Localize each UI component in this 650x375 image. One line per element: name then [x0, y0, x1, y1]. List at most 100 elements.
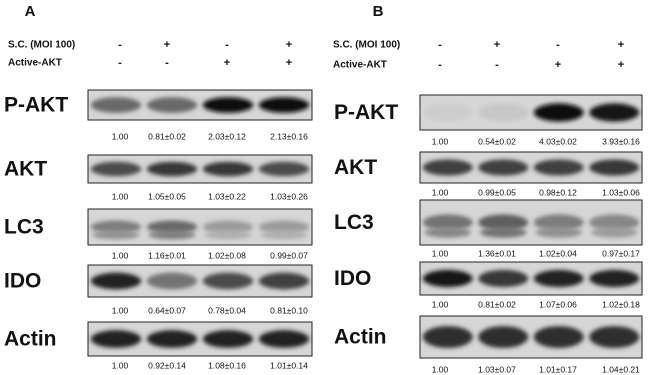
blot-band — [533, 103, 584, 122]
blot-band — [478, 214, 529, 231]
blot-band — [146, 161, 198, 177]
blot-band — [535, 227, 583, 238]
condition-sign: - — [118, 39, 122, 51]
blot-band — [90, 161, 142, 177]
quantification-value: 0.78±0.04 — [208, 305, 246, 315]
blot-band — [90, 97, 142, 113]
blot-band — [589, 159, 640, 176]
quantification-value: 1.05±0.05 — [148, 191, 186, 201]
blot-band — [479, 227, 527, 238]
quantification-value: 0.81±0.02 — [478, 299, 516, 309]
blot-image — [87, 154, 313, 184]
condition-sign: - — [438, 59, 442, 71]
blot-band — [202, 330, 254, 348]
blot-name: P-AKT — [4, 94, 68, 117]
panel-label: A — [25, 3, 36, 20]
blot-band — [202, 220, 254, 234]
blot-band — [422, 159, 473, 176]
blot-band — [478, 269, 529, 288]
blot-band — [202, 161, 254, 177]
blot-name: Actin — [334, 326, 387, 349]
quantification-value: 1.16±0.01 — [148, 250, 186, 260]
blot-band — [478, 103, 529, 122]
blot-band — [146, 220, 198, 234]
blot-band — [533, 269, 584, 288]
quantification-value: 2.03±0.12 — [208, 131, 246, 141]
blot-band — [258, 220, 310, 234]
blot-band — [533, 326, 584, 348]
quantification-value: 1.00 — [432, 136, 449, 146]
quantification-value: 3.93±0.16 — [602, 136, 640, 146]
blot-band — [146, 97, 198, 113]
condition-label: Active-AKT — [8, 58, 62, 69]
quantification-value: 0.99±0.05 — [478, 187, 516, 197]
quantification-value: 4.03±0.02 — [539, 136, 577, 146]
quantification-value: 2.13±0.16 — [270, 131, 308, 141]
condition-sign: - — [118, 57, 122, 69]
blot-band — [478, 326, 529, 348]
condition-sign: - — [495, 59, 499, 71]
quantification-value: 1.00 — [112, 250, 129, 260]
blot-band — [258, 272, 310, 290]
blot-band — [146, 330, 198, 348]
condition-sign: + — [494, 39, 500, 51]
condition-sign: + — [164, 39, 170, 51]
blot-band — [590, 227, 638, 238]
condition-sign: - — [165, 57, 169, 69]
quantification-value: 1.00 — [112, 305, 129, 315]
blot-band — [533, 214, 584, 231]
quantification-value: 1.01±0.14 — [270, 360, 308, 370]
blot-band — [260, 230, 308, 240]
blot-image — [419, 261, 643, 296]
quantification-value: 1.02±0.08 — [208, 250, 246, 260]
condition-sign: + — [618, 59, 624, 71]
blot-band — [90, 272, 142, 290]
blot-band — [589, 326, 640, 348]
blot-name: LC3 — [4, 216, 44, 239]
blot-band — [424, 227, 472, 238]
panel: B S.C. (MOI 100) - + - + Active-AKT - - + + P-AKT 1.… — [333, 3, 643, 374]
quantification-value: 1.03±0.06 — [602, 187, 640, 197]
condition-sign: + — [555, 59, 561, 71]
blot-image — [419, 315, 643, 359]
blot-band — [589, 269, 640, 288]
panel-label: B — [373, 3, 384, 20]
blot-band — [258, 161, 310, 177]
quantification-value: 0.81±0.02 — [148, 131, 186, 141]
quantification-value: 0.81±0.10 — [270, 305, 308, 315]
blot-name: LC3 — [334, 211, 374, 234]
quantification-value: 1.36±0.01 — [478, 248, 516, 258]
blot-band — [422, 326, 473, 348]
blot-image — [87, 208, 313, 246]
quantification-value: 0.64±0.07 — [148, 305, 186, 315]
blot-band — [204, 230, 252, 240]
quantification-value: 1.01±0.17 — [539, 364, 577, 374]
quantification-value: 1.03±0.26 — [270, 191, 308, 201]
quantification-value: 1.02±0.04 — [539, 248, 577, 258]
blot-band — [422, 214, 473, 231]
quantification-value: 1.00 — [112, 131, 129, 141]
condition-sign: - — [225, 39, 229, 51]
blot-band — [146, 272, 198, 290]
condition-sign: + — [618, 39, 624, 51]
panel: A S.C. (MOI 100) - + - + Active-AKT - - + + P-AKT 1.… — [4, 3, 313, 370]
condition-sign: + — [286, 39, 292, 51]
blot-name: AKT — [4, 158, 47, 181]
blot-image — [419, 94, 643, 131]
blot-image — [419, 199, 643, 246]
blot-band — [422, 269, 473, 288]
quantification-value: 1.00 — [432, 364, 449, 374]
blot-name: AKT — [334, 156, 377, 179]
blot-band — [589, 214, 640, 231]
blot-band — [258, 97, 310, 113]
blot-band — [90, 220, 142, 234]
blot-name: P-AKT — [334, 101, 398, 124]
blot-band — [478, 159, 529, 176]
quantification-value: 1.03±0.07 — [478, 364, 516, 374]
blot-image — [87, 264, 313, 298]
quantification-value: 1.00 — [112, 191, 129, 201]
quantification-value: 1.00 — [112, 360, 129, 370]
quantification-value: 1.07±0.06 — [539, 299, 577, 309]
blot-name: IDO — [4, 270, 41, 293]
